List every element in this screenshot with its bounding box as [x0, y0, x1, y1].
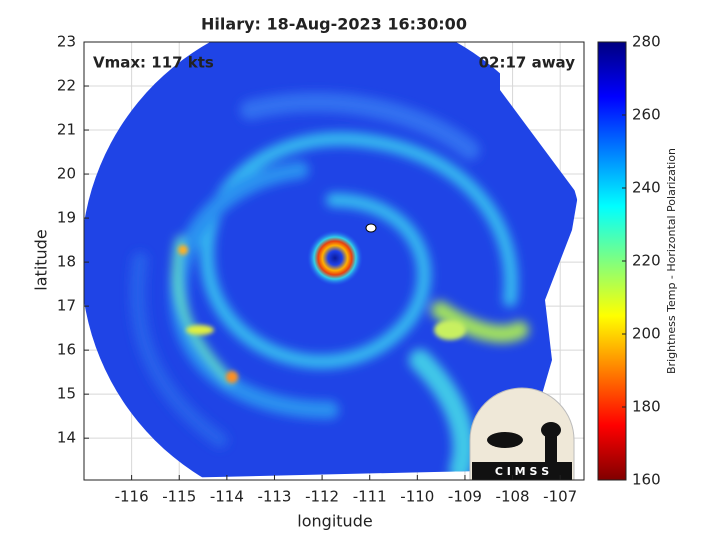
- x-tick-label: -107: [543, 488, 577, 506]
- x-tick-label: -109: [448, 488, 482, 506]
- y-tick-label: 21: [57, 121, 76, 139]
- logo: C I M S S: [469, 387, 575, 481]
- colorbar-tick-label: 200: [632, 325, 661, 343]
- colorbar-label: Brightness Temp - Horizontal Polarizatio…: [665, 148, 678, 374]
- x-tick-label: -108: [496, 488, 530, 506]
- y-tick-label: 18: [57, 253, 76, 271]
- annotation: Vmax: 117 kts: [93, 54, 214, 72]
- x-tick-label: -112: [305, 488, 339, 506]
- y-tick-label: 17: [57, 297, 76, 315]
- colorbar-tick-label: 180: [632, 398, 661, 416]
- y-axis-label: latitude: [32, 229, 51, 290]
- axes-frame: [83, 41, 585, 481]
- x-tick-label: -111: [353, 488, 387, 506]
- y-tick-label: 15: [57, 385, 76, 403]
- colorbar-tick-label: 260: [632, 106, 661, 124]
- colorbar-tick-label: 280: [632, 33, 661, 51]
- x-tick-label: -116: [115, 488, 149, 506]
- annotation: 02:17 away: [479, 54, 576, 72]
- y-tick-label: 22: [57, 77, 76, 95]
- y-tick-label: 23: [57, 33, 76, 51]
- colorbar-tick-label: 220: [632, 252, 661, 270]
- logo-text: C I M S S: [495, 465, 549, 478]
- colorbar-tick-label: 160: [632, 471, 661, 489]
- x-tick-label: -110: [400, 488, 434, 506]
- x-axis-label: longitude: [297, 512, 372, 531]
- chart-title: Hilary: 18-Aug-2023 16:30:00: [201, 15, 467, 34]
- y-tick-label: 19: [57, 209, 76, 227]
- x-tick-label: -115: [162, 488, 196, 506]
- colorbar: [597, 41, 627, 481]
- y-tick-label: 16: [57, 341, 76, 359]
- colorbar-tick-label: 240: [632, 179, 661, 197]
- y-tick-label: 20: [57, 165, 76, 183]
- y-tick-label: 14: [57, 429, 76, 447]
- x-tick-label: -114: [210, 488, 244, 506]
- x-tick-label: -113: [257, 488, 291, 506]
